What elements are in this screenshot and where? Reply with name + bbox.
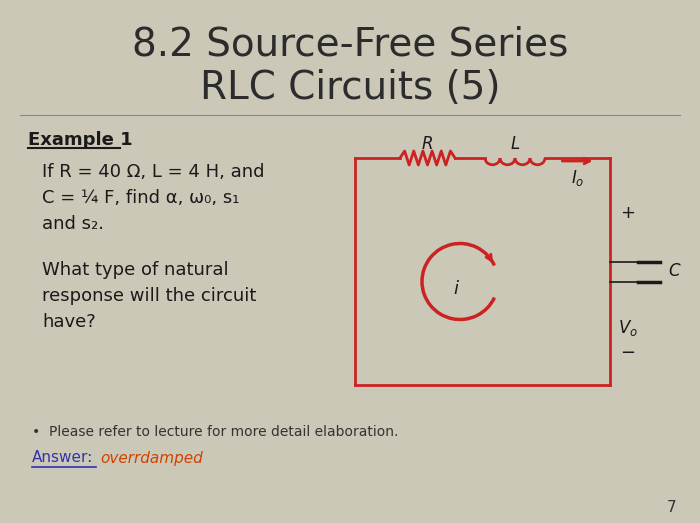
Text: have?: have? [42, 313, 96, 331]
Text: What type of natural: What type of natural [42, 261, 229, 279]
Text: R: R [421, 135, 433, 153]
Text: L: L [510, 135, 519, 153]
Text: RLC Circuits (5): RLC Circuits (5) [199, 69, 500, 107]
Text: C = ¼ F, find α, ω₀, s₁: C = ¼ F, find α, ω₀, s₁ [42, 189, 239, 207]
Text: $I_o$: $I_o$ [570, 168, 584, 188]
Text: $V_o$: $V_o$ [618, 318, 638, 338]
Text: If R = 40 Ω, L = 4 H, and: If R = 40 Ω, L = 4 H, and [42, 163, 265, 181]
Text: •  Please refer to lecture for more detail elaboration.: • Please refer to lecture for more detai… [32, 425, 398, 439]
Text: overrdamped: overrdamped [100, 450, 203, 465]
Text: response will the circuit: response will the circuit [42, 287, 256, 305]
Text: and s₂.: and s₂. [42, 215, 104, 233]
Text: 8.2 Source-Free Series: 8.2 Source-Free Series [132, 26, 568, 64]
Text: Example 1: Example 1 [28, 131, 132, 149]
Text: −: − [620, 344, 636, 362]
Text: 7: 7 [667, 501, 677, 516]
Text: i: i [454, 280, 458, 299]
Text: C: C [668, 263, 680, 280]
Text: Answer:: Answer: [32, 450, 93, 465]
Text: +: + [620, 204, 636, 222]
